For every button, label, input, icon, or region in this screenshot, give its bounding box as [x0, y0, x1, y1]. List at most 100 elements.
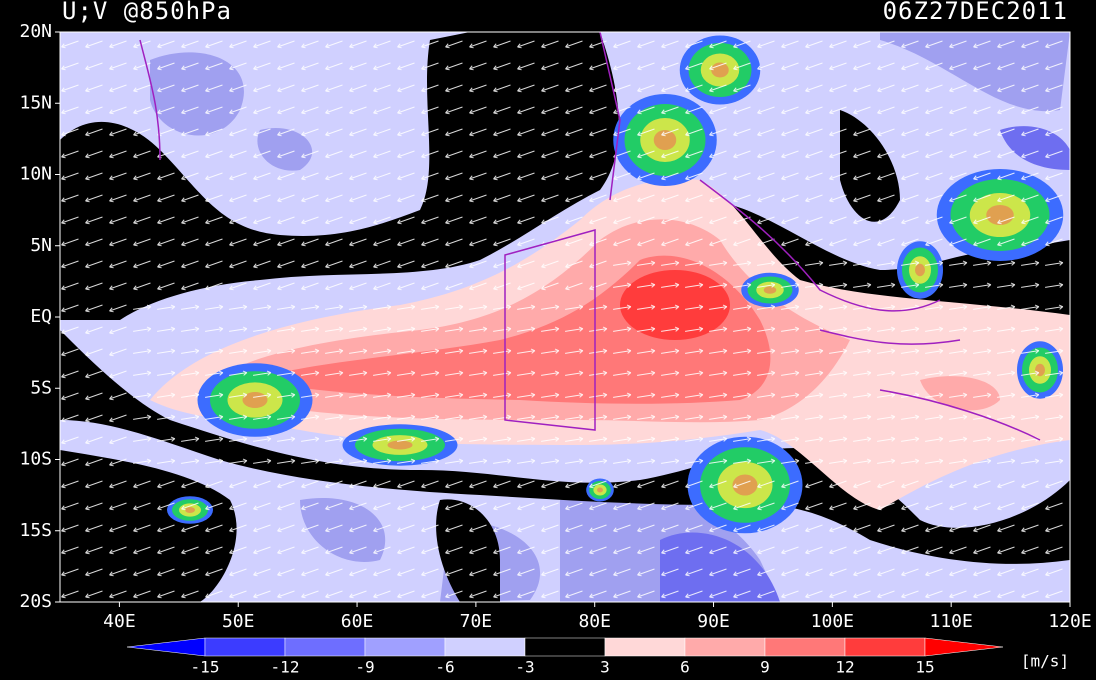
wind-arrow	[1045, 304, 1064, 310]
wind-arrow	[541, 414, 560, 420]
wind-arrow	[589, 238, 607, 247]
wind-arrow	[589, 260, 607, 269]
wind-arrow	[373, 502, 391, 511]
wind-arrow	[493, 84, 511, 93]
wind-arrow	[109, 282, 127, 291]
wind-arrow	[901, 260, 920, 266]
wind-arrow	[253, 546, 271, 555]
wind-arrow	[877, 326, 896, 332]
wind-arrow	[1021, 304, 1040, 310]
wind-arrow	[85, 392, 103, 401]
wind-arrow	[109, 128, 127, 137]
wind-arrow	[877, 524, 895, 533]
wind-arrow	[733, 62, 751, 71]
wind-arrow	[133, 260, 151, 269]
wind-arrow	[229, 370, 248, 376]
wind-arrow	[397, 128, 415, 137]
wind-arrow	[805, 304, 824, 310]
wind-arrow	[229, 348, 248, 354]
wind-arrow	[925, 304, 944, 310]
wind-arrow	[733, 172, 751, 181]
wind-arrow	[373, 282, 391, 291]
wind-arrow	[685, 524, 703, 533]
wind-arrow	[949, 84, 967, 93]
wind-arrow	[469, 84, 487, 93]
wind-arrow	[1021, 326, 1040, 332]
wind-arrow	[325, 84, 343, 93]
wind-arrow	[325, 370, 344, 376]
wind-arrow	[829, 392, 848, 398]
wind-arrow	[589, 414, 608, 420]
wind-arrow	[349, 216, 367, 225]
wind-arrow	[805, 458, 824, 464]
wind-arrow	[949, 502, 967, 511]
wind-arrow	[229, 128, 247, 137]
colorbar-label: -15	[191, 658, 220, 677]
wind-arrow	[469, 282, 487, 291]
date: 06Z27DEC2011	[883, 0, 1068, 25]
wind-arrow	[133, 326, 152, 332]
wind-arrow	[325, 326, 344, 332]
wind-arrow	[349, 590, 367, 599]
wind-arrow	[61, 458, 79, 467]
wind-arrow	[157, 458, 176, 464]
lon-label: 100E	[811, 611, 854, 632]
wind-arrow	[133, 106, 151, 115]
wind-arrow	[61, 40, 79, 49]
wind-arrow	[61, 128, 79, 137]
wind-arrow	[877, 590, 895, 599]
wind-arrow	[541, 260, 559, 269]
wind-arrow	[757, 370, 776, 376]
wind-arrow	[565, 194, 583, 203]
wind-arrow	[541, 480, 559, 489]
wind-arrow	[397, 106, 415, 115]
wind-arrow	[637, 502, 655, 511]
wind-arrow	[85, 150, 103, 159]
wind-arrow	[157, 436, 176, 442]
wind-arrow	[829, 590, 847, 599]
wind-arrow	[157, 414, 176, 420]
wind-arrow	[277, 128, 295, 137]
wind-arrow	[877, 546, 895, 555]
wind-arrow	[565, 260, 583, 269]
wind-arrow	[133, 238, 151, 247]
wind-arrow	[613, 458, 632, 464]
wind-arrow	[445, 524, 463, 533]
wind-arrow	[853, 546, 871, 555]
wind-arrow	[445, 546, 463, 555]
wind-arrow	[829, 546, 847, 555]
wind-arrow	[685, 238, 703, 247]
wind-arrow	[373, 414, 392, 420]
wind-arrow	[565, 392, 584, 398]
wind-arrow	[541, 84, 559, 93]
wind-arrow	[853, 392, 872, 398]
lon-label: 120E	[1048, 611, 1091, 632]
wind-arrow	[613, 62, 631, 71]
wind-arrow	[181, 348, 200, 354]
wind-arrow	[493, 546, 511, 555]
wind-arrow	[781, 326, 800, 332]
wind-arrow	[877, 480, 895, 489]
wind-arrow	[517, 304, 536, 310]
wind-arrow	[205, 370, 224, 376]
wind-arrow	[805, 282, 824, 288]
lat-label: 5S	[30, 377, 52, 398]
wind-arrow	[685, 348, 704, 354]
wind-arrow	[661, 370, 680, 376]
wind-arrow	[157, 502, 175, 511]
wind-arrow	[349, 524, 367, 533]
wind-arrow	[1021, 128, 1039, 137]
wind-arrow	[517, 238, 535, 247]
wind-arrow	[757, 304, 776, 310]
wind-arrow	[709, 590, 727, 599]
wind-arrow	[997, 524, 1015, 533]
wind-arrow	[61, 370, 79, 379]
wind-arrow	[589, 568, 607, 577]
wind-arrow	[133, 392, 152, 398]
wind-arrow	[421, 106, 439, 115]
wind-arrow	[637, 436, 656, 442]
wind-arrow	[805, 128, 823, 137]
wind-arrow	[565, 326, 584, 332]
wind-arrow	[181, 590, 199, 599]
wind-arrow	[829, 326, 848, 332]
